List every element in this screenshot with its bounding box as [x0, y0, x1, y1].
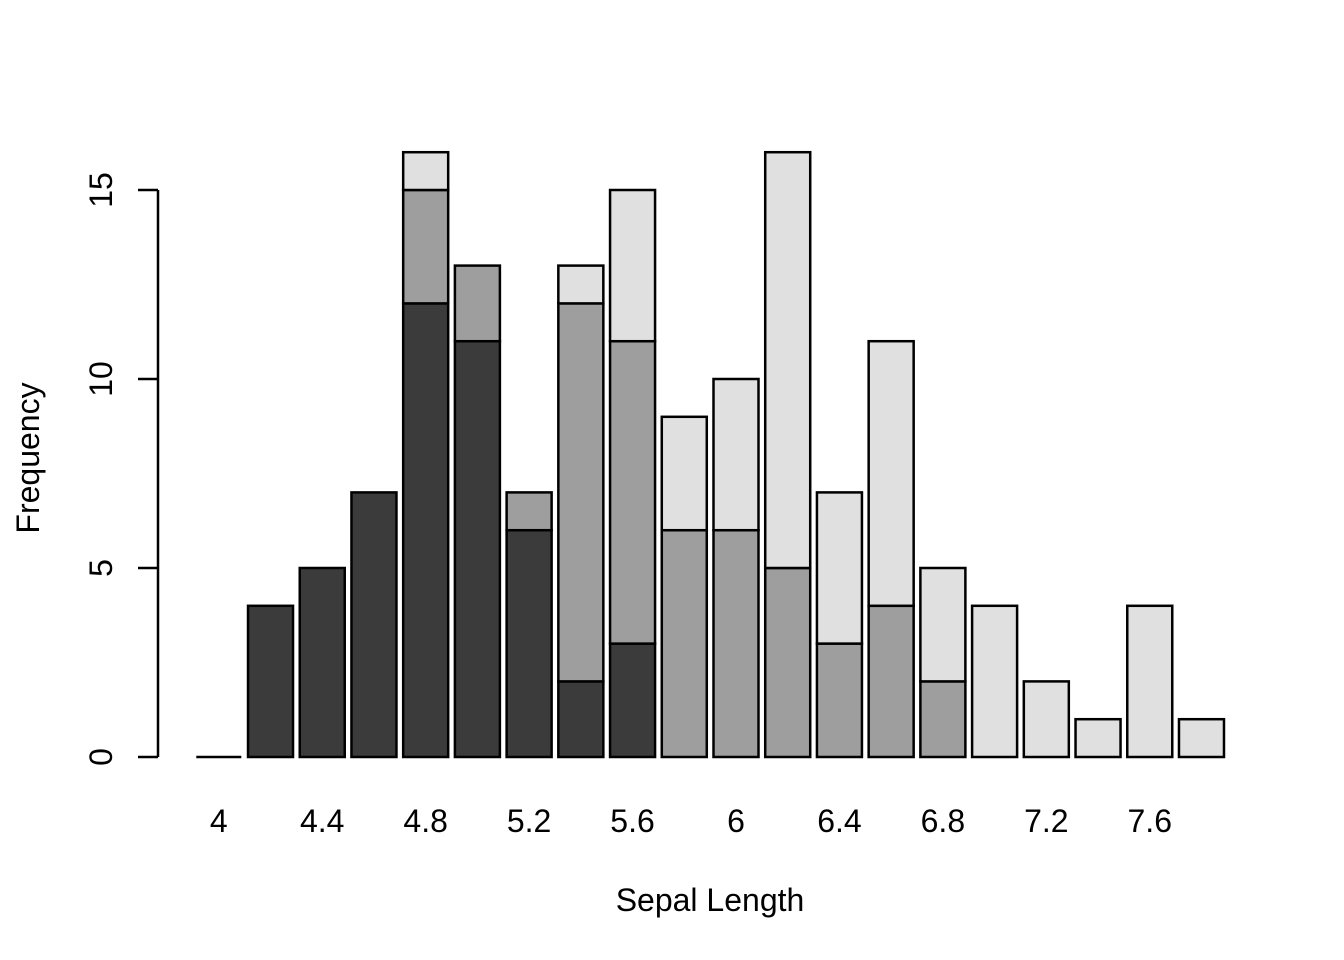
bar-segment-light-gray-top-5.6 [608, 188, 657, 343]
bar-segment-medium-gray-middle-6.2 [763, 566, 812, 759]
bar-segment-light-gray-top-5.4 [557, 264, 605, 305]
bar-segment-light-gray-top-7.8 [1177, 717, 1226, 759]
bar-segment-light-gray-top-5.8 [660, 415, 709, 532]
bar-segment-medium-gray-middle-5.8 [660, 528, 709, 759]
x-tick-label-4: 4 [209, 803, 228, 839]
bar-segment-light-gray-top-4.8 [401, 150, 450, 192]
bar-segment-light-gray-top-7.4 [1074, 717, 1122, 759]
bar-segment-dark-gray-bottom-4.6 [350, 491, 398, 759]
bar-segment-dark-gray-bottom-4.4 [298, 566, 346, 759]
y-tick-label-15: 15 [83, 172, 119, 208]
x-tick-label-4.8: 4.8 [403, 803, 448, 839]
x-tick-label-4.4: 4.4 [299, 803, 345, 839]
x-axis-title: Sepal Length [615, 882, 805, 918]
bar-segment-dark-gray-bottom-4.8 [401, 302, 450, 759]
x-tick-label-7.2: 7.2 [1024, 803, 1069, 839]
y-tick-label-5: 5 [83, 559, 119, 577]
bar-segment-light-gray-top-7.2 [1022, 680, 1071, 759]
x-tick-label-6: 6 [727, 803, 745, 839]
bar-segment-medium-gray-middle-5 [453, 264, 502, 343]
bar-segment-dark-gray-bottom-4.2 [246, 604, 295, 759]
bar-segment-medium-gray-middle-5.2 [505, 491, 553, 532]
y-tick-label-0: 0 [83, 748, 119, 766]
bar-segment-dark-gray-bottom-5.2 [505, 528, 553, 759]
x-tick-label-7.6: 7.6 [1127, 803, 1172, 839]
y-axis-title: Frequency [10, 382, 46, 534]
bar-segment-medium-gray-middle-6.6 [867, 604, 915, 759]
bar-segment-medium-gray-middle-6.8 [919, 680, 967, 759]
bar-segment-dark-gray-bottom-5 [453, 339, 502, 759]
x-tick-label-5.2: 5.2 [506, 803, 552, 839]
bar-segment-light-gray-top-6.4 [815, 491, 864, 645]
bar-segment-dark-gray-bottom-5.6 [608, 642, 657, 759]
bar-segment-light-gray-top-7.6 [1126, 604, 1174, 759]
x-tick-label-6.8: 6.8 [920, 803, 966, 839]
bar-segment-medium-gray-middle-6.4 [815, 642, 864, 759]
bar-segment-light-gray-top-6.6 [867, 339, 915, 608]
bar-segment-light-gray-top-6.8 [919, 566, 967, 683]
bar-segment-light-gray-top-6.2 [763, 150, 812, 570]
x-tick-label-5.6: 5.6 [610, 803, 655, 839]
bar-segment-medium-gray-middle-5.6 [608, 339, 657, 645]
bar-segment-dark-gray-bottom-5.4 [557, 680, 605, 759]
bar-segment-medium-gray-middle-4.8 [401, 188, 450, 305]
bar-segment-medium-gray-middle-6 [712, 528, 760, 759]
bar-segment-medium-gray-middle-5.4 [557, 302, 605, 683]
bar-segment-light-gray-top-6 [712, 377, 760, 532]
bar-segment-light-gray-top-7 [970, 604, 1019, 759]
y-tick-label-10: 10 [83, 361, 119, 397]
x-tick-label-6.4: 6.4 [817, 803, 862, 839]
